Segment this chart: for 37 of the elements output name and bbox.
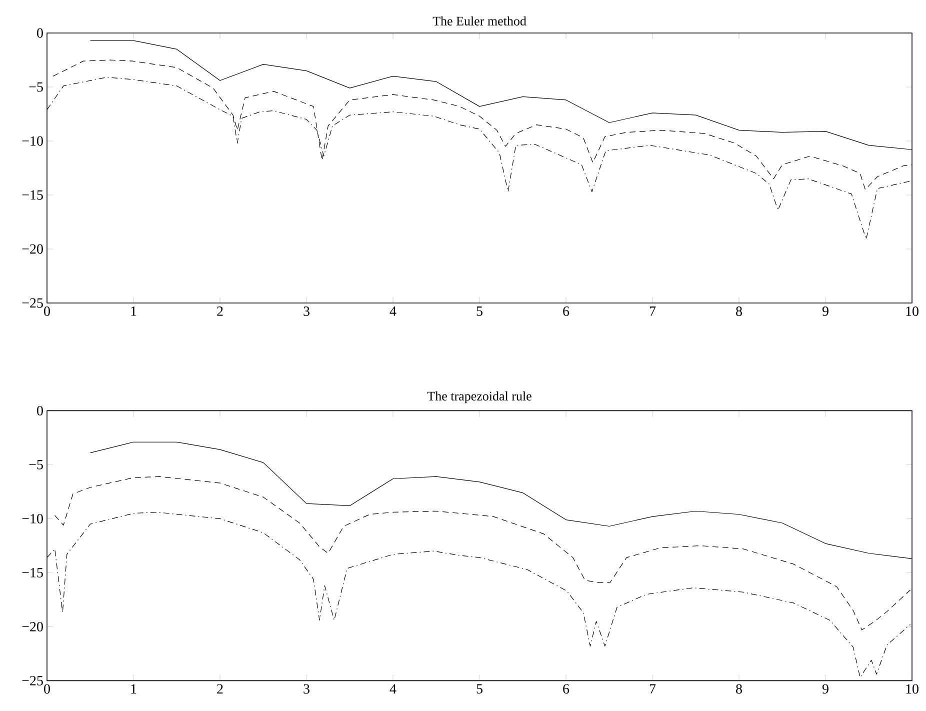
x-tick-label: 2 [217, 306, 223, 316]
y-tick-label: −20 [22, 244, 43, 254]
x-tick-label: 3 [304, 306, 310, 316]
x-tick-label: 10 [906, 306, 918, 316]
x-tick-label: 3 [304, 684, 310, 694]
x-tick-label: 10 [906, 684, 918, 694]
y-tick-label: −15 [22, 190, 43, 200]
y-tick-label: −5 [29, 460, 43, 470]
y-tick-label: −15 [22, 568, 43, 578]
y-tick-label: 0 [37, 28, 43, 38]
chart-title: The Euler method [432, 16, 526, 26]
x-tick-label: 7 [650, 306, 656, 316]
chart-title: The trapezoidal rule [427, 391, 532, 404]
x-tick-label: 5 [476, 684, 482, 694]
x-tick-label: 7 [650, 684, 656, 694]
x-tick-label: 9 [822, 306, 828, 316]
y-tick-label: −5 [29, 82, 43, 92]
y-tick-label: −10 [22, 514, 43, 524]
x-tick-label: 4 [390, 684, 396, 694]
x-tick-label: 9 [822, 684, 828, 694]
line-series [54, 476, 911, 630]
x-tick-label: 0 [44, 306, 50, 316]
x-tick-label: 0 [44, 684, 50, 694]
y-tick-label: −25 [22, 676, 43, 686]
x-tick-label: 6 [563, 684, 570, 694]
x-tick-label: 5 [476, 306, 482, 316]
y-tick-label: 0 [37, 406, 43, 416]
x-tick-label: 1 [131, 684, 136, 694]
x-tick-label: 1 [131, 306, 136, 316]
x-tick-label: 6 [563, 306, 570, 316]
x-tick-label: 8 [736, 684, 742, 694]
x-tick-label: 4 [390, 306, 396, 316]
x-tick-label: 2 [217, 684, 223, 694]
y-tick-label: −10 [22, 136, 43, 146]
y-tick-label: −25 [22, 298, 43, 308]
x-tick-label: 8 [736, 306, 742, 316]
y-tick-label: −20 [22, 622, 43, 632]
